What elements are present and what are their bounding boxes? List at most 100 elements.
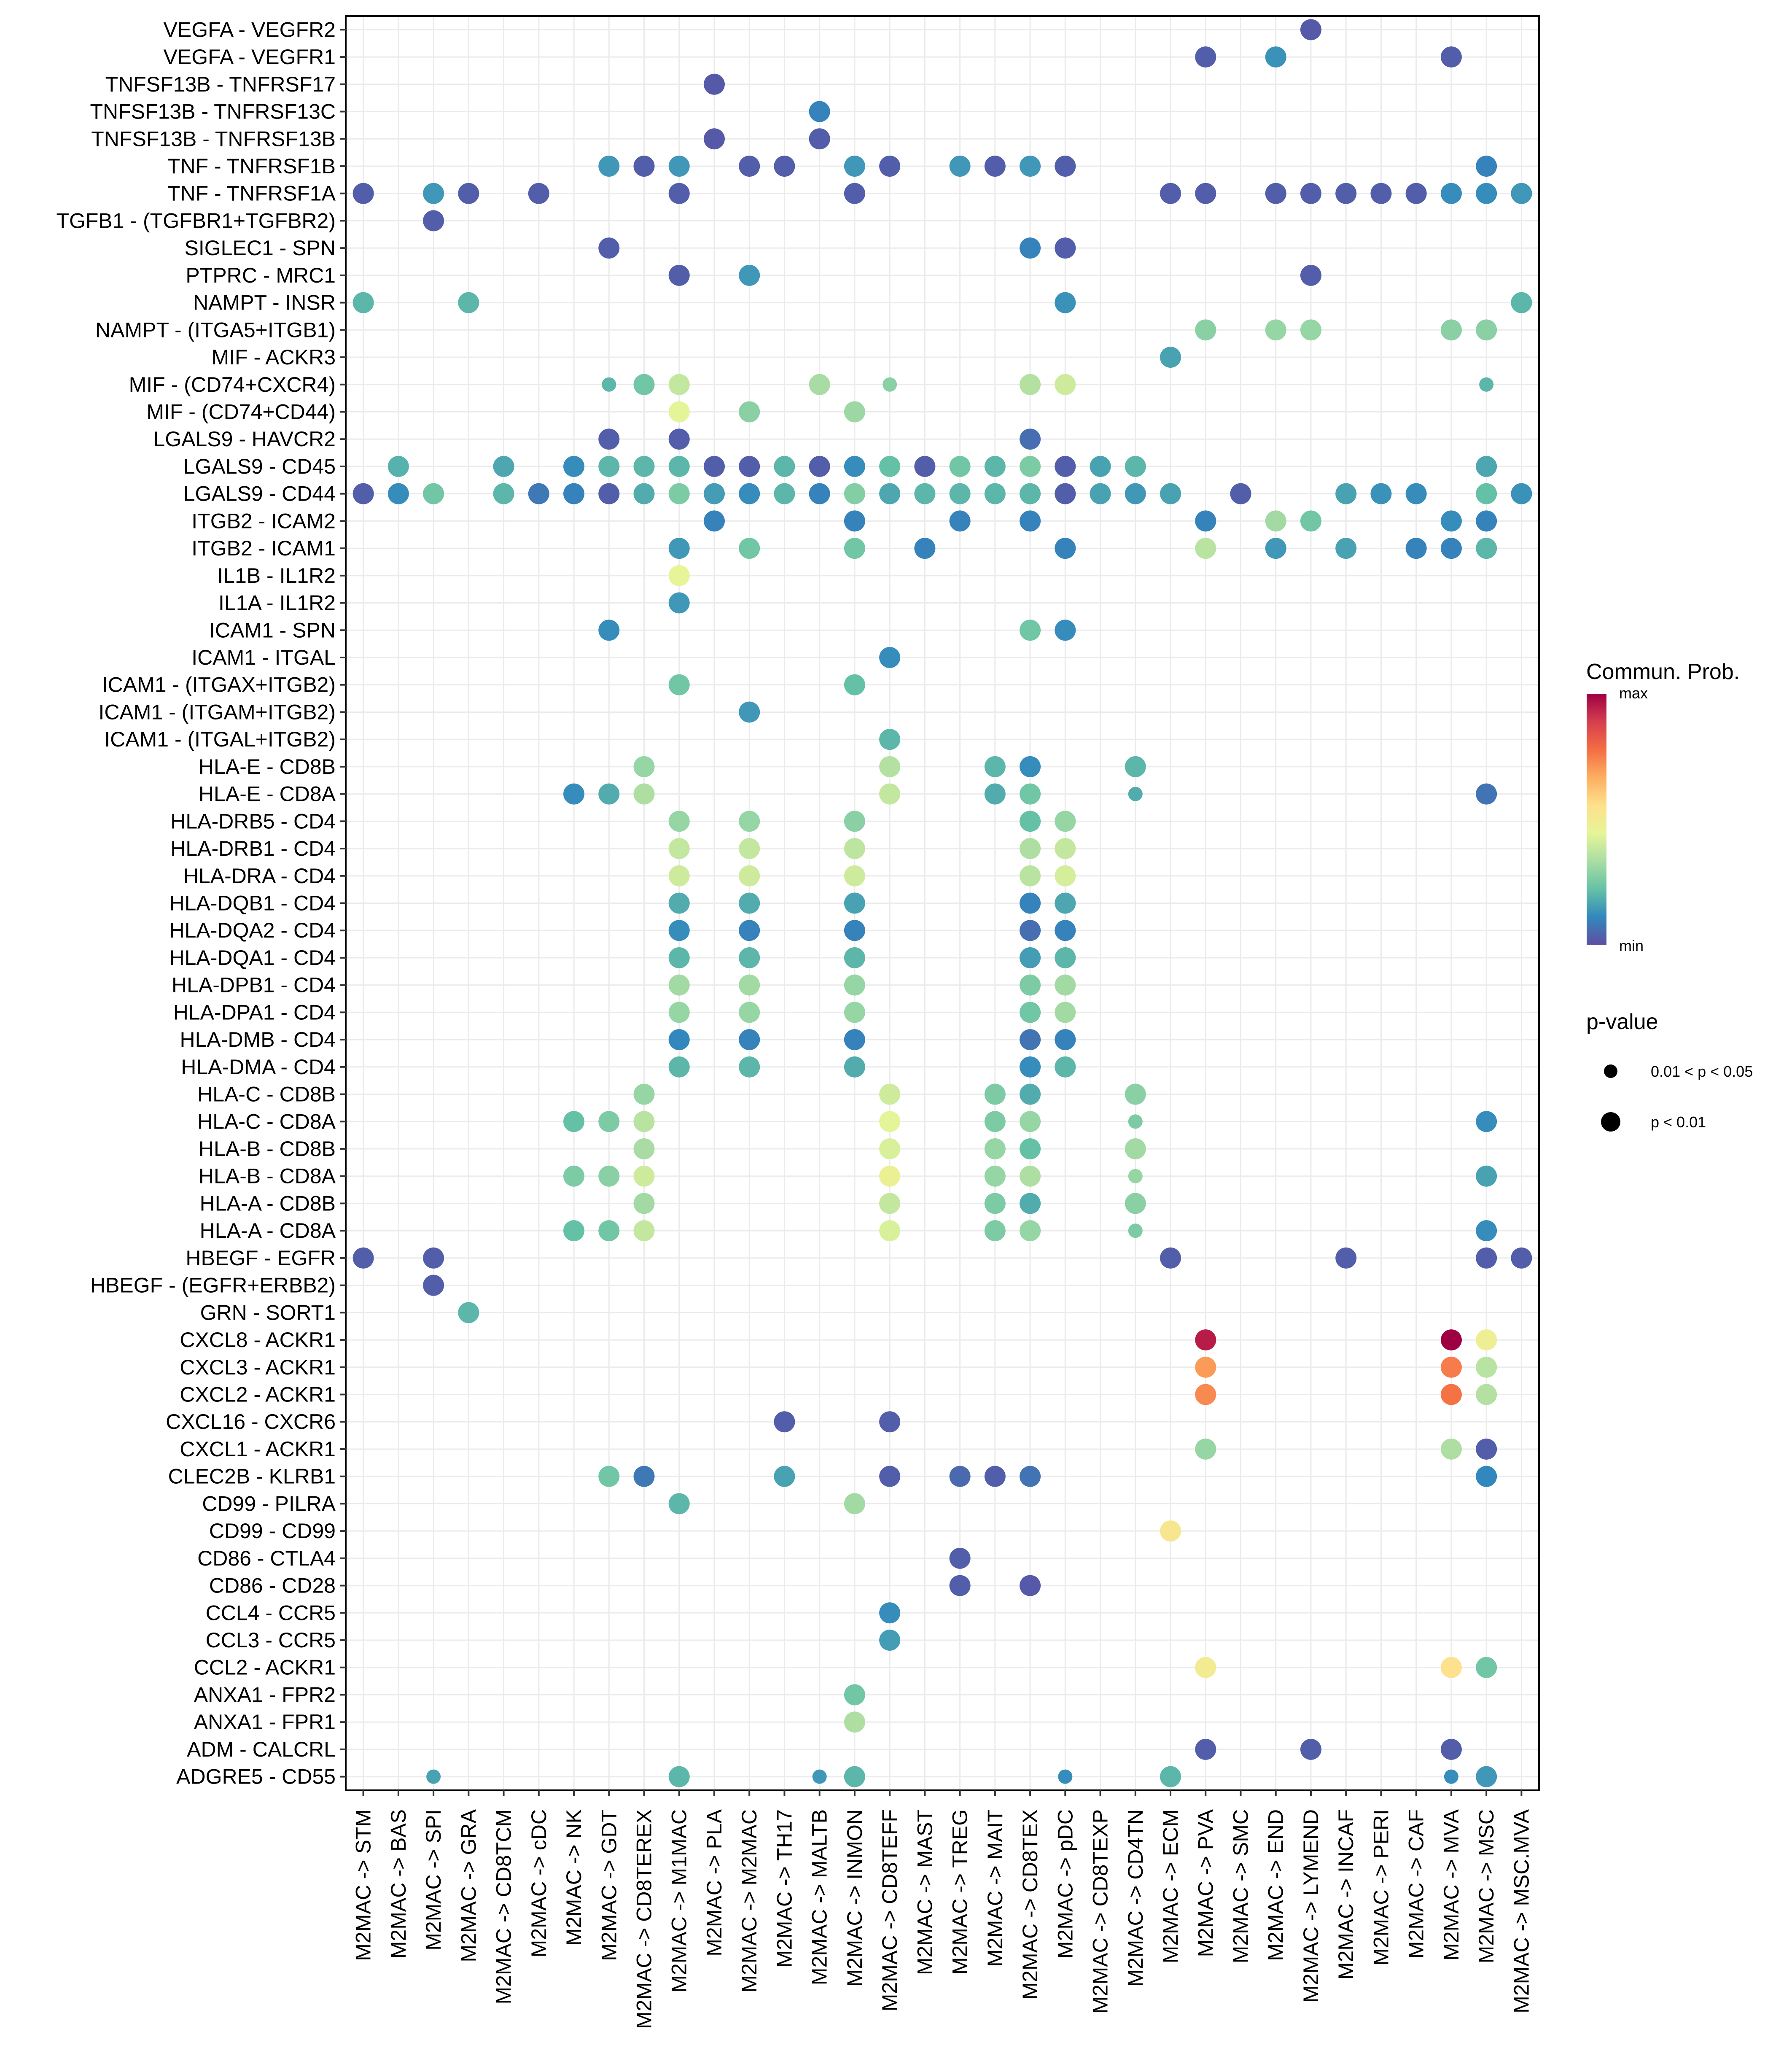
y-tick-label: CXCL1 - ACKR1: [180, 1437, 336, 1461]
x-tick-label: M2MAC -> GDT: [597, 1809, 621, 1961]
x-tick-label: M2MAC -> pDC: [1053, 1809, 1077, 1959]
data-point: [1476, 319, 1497, 341]
data-point: [739, 892, 760, 914]
data-point: [774, 1411, 795, 1433]
data-point: [668, 401, 690, 423]
data-point: [844, 1711, 865, 1733]
data-point: [1055, 811, 1076, 832]
data-point: [1055, 1056, 1076, 1078]
data-point: [1440, 1329, 1462, 1351]
data-point: [1476, 1766, 1497, 1787]
data-point: [739, 811, 760, 832]
data-point: [1020, 811, 1041, 832]
data-point: [879, 783, 901, 805]
data-point: [423, 183, 444, 204]
y-tick-label: NAMPT - (ITGA5+ITGB1): [95, 318, 336, 342]
x-tick-label: M2MAC -> CD8TEX: [1018, 1809, 1042, 1999]
data-point: [809, 483, 830, 504]
x-tick-label: M2MAC -> SMC: [1229, 1809, 1253, 1963]
data-point: [668, 838, 690, 860]
color-bar-max-label: max: [1619, 684, 1648, 702]
data-point: [633, 1165, 655, 1187]
data-point: [844, 947, 865, 968]
data-point: [879, 756, 901, 777]
data-point: [598, 783, 620, 805]
data-point: [1020, 892, 1041, 914]
data-point: [1020, 1056, 1041, 1078]
data-point: [1020, 1466, 1041, 1487]
x-tick-label: M2MAC -> INCAF: [1334, 1809, 1358, 1980]
data-point: [602, 377, 616, 392]
y-tick-label: CCL3 - CCR5: [206, 1628, 336, 1652]
data-point: [774, 155, 795, 177]
data-point: [668, 1002, 690, 1023]
data-point: [1195, 183, 1216, 204]
data-point: [809, 101, 830, 122]
data-point: [1055, 892, 1076, 914]
data-point: [668, 811, 690, 832]
data-point: [1020, 838, 1041, 860]
data-point: [1160, 1520, 1181, 1542]
data-point: [387, 455, 409, 477]
data-point: [1020, 947, 1041, 968]
data-point: [774, 1466, 795, 1487]
data-point: [668, 1766, 690, 1787]
data-point: [668, 483, 690, 504]
data-point: [1370, 183, 1392, 204]
data-point: [879, 1630, 901, 1651]
data-point: [633, 1111, 655, 1132]
data-point: [458, 183, 479, 204]
x-axis: M2MAC -> STM M2MAC -> BAS M2MAC -> SPI M2MA…: [352, 1790, 1533, 2029]
data-point: [598, 455, 620, 477]
data-point: [1020, 237, 1041, 259]
data-point: [1020, 920, 1041, 941]
data-point: [1405, 483, 1427, 504]
data-point: [739, 483, 760, 504]
y-tick-label: ANXA1 - FPR1: [194, 1710, 336, 1734]
y-tick-label: HLA-DMA - CD4: [181, 1055, 336, 1079]
data-point: [739, 155, 760, 177]
data-point: [668, 1056, 690, 1078]
data-point: [1020, 483, 1041, 504]
data-point: [668, 974, 690, 996]
data-point: [387, 483, 409, 504]
data-point: [739, 838, 760, 860]
y-tick-label: CLEC2B - KLRB1: [168, 1465, 336, 1488]
data-point: [984, 1220, 1006, 1242]
data-point: [633, 374, 655, 395]
data-point: [1055, 155, 1076, 177]
y-tick-label: CD99 - PILRA: [202, 1492, 336, 1515]
y-tick-label: HBEGF - EGFR: [186, 1246, 336, 1270]
data-point: [949, 455, 971, 477]
data-point: [1440, 1657, 1462, 1678]
data-point: [668, 865, 690, 887]
data-point: [598, 1111, 620, 1132]
data-point: [879, 1111, 901, 1132]
y-tick-label: ANXA1 - FPR2: [194, 1683, 336, 1706]
x-tick-label: M2MAC -> MSC: [1474, 1809, 1498, 1963]
data-point: [1335, 183, 1357, 204]
data-point: [1055, 1029, 1076, 1051]
data-point: [879, 1411, 901, 1433]
y-tick-label: SIGLEC1 - SPN: [185, 236, 336, 260]
data-point: [598, 620, 620, 641]
y-tick-label: HLA-DRB1 - CD4: [170, 837, 336, 860]
data-point: [879, 1220, 901, 1242]
data-point: [984, 155, 1006, 177]
data-point: [879, 1193, 901, 1214]
data-point: [1265, 510, 1286, 532]
y-tick-label: HLA-DRB5 - CD4: [170, 809, 336, 833]
data-point: [493, 455, 514, 477]
data-point: [563, 1165, 585, 1187]
data-point: [563, 455, 585, 477]
data-point: [1300, 1738, 1321, 1760]
data-point: [949, 1547, 971, 1569]
data-point: [1476, 155, 1497, 177]
data-point: [1511, 292, 1532, 313]
data-point: [1265, 319, 1286, 341]
data-point: [1160, 1766, 1181, 1787]
data-point: [668, 538, 690, 559]
data-point: [1440, 319, 1462, 341]
data-point: [1020, 510, 1041, 532]
data-point: [774, 455, 795, 477]
